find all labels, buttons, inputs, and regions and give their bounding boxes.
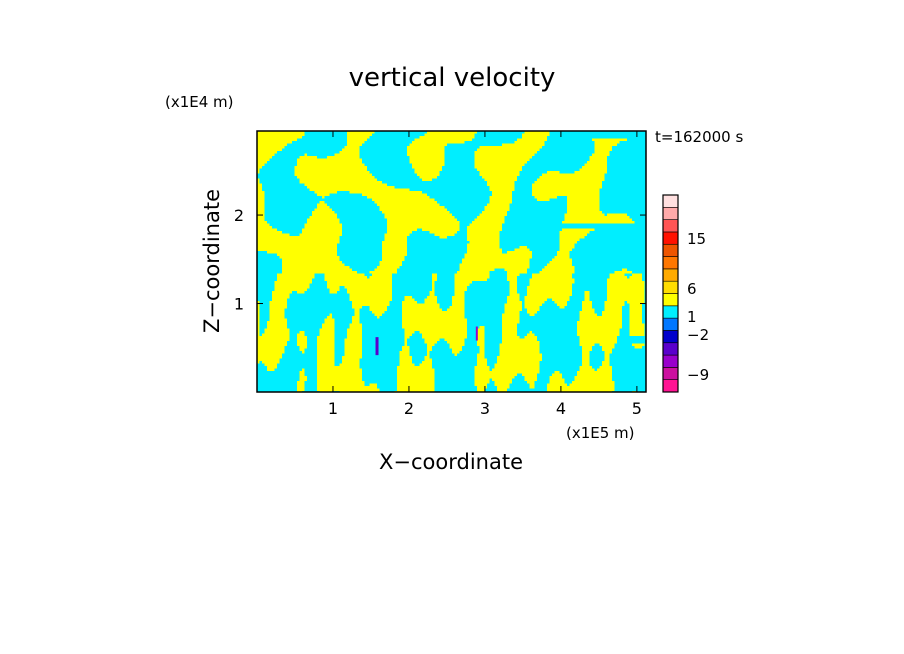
x-axis: 1 2 3 4 5 bbox=[328, 131, 642, 418]
colorbar-level bbox=[662, 354, 679, 368]
chart-title: vertical velocity bbox=[349, 63, 556, 93]
colorbar-level bbox=[662, 305, 679, 319]
y-unit-label: (x1E4 m) bbox=[165, 93, 234, 111]
velocity-field bbox=[257, 131, 645, 392]
downdraft-core bbox=[475, 326, 478, 341]
y-tick-label: 2 bbox=[234, 206, 244, 225]
x-tick-label: 4 bbox=[556, 399, 566, 418]
colorbar-label: −2 bbox=[687, 326, 709, 344]
colorbar-level bbox=[662, 317, 679, 331]
colorbar-level bbox=[662, 293, 679, 307]
x-tick-label: 2 bbox=[404, 399, 414, 418]
plot-frame bbox=[256, 130, 647, 393]
plot-area bbox=[256, 130, 647, 393]
downdraft-core bbox=[375, 337, 379, 356]
colorbar-label: 6 bbox=[687, 280, 697, 298]
colorbar-level bbox=[662, 256, 679, 270]
x-unit-label: (x1E5 m) bbox=[566, 424, 635, 442]
y-axis: 12 bbox=[234, 206, 646, 314]
colorbar-frame bbox=[662, 194, 679, 393]
colorbar-level bbox=[662, 268, 679, 282]
colorbar-level bbox=[662, 207, 679, 220]
colorbar-level bbox=[662, 243, 679, 257]
colorbar-label: 1 bbox=[687, 308, 697, 326]
time-label: t=162000 s bbox=[655, 128, 743, 146]
x-tick-label: 1 bbox=[328, 399, 338, 418]
updraft-regions bbox=[257, 131, 645, 392]
colorbar-level bbox=[662, 219, 679, 233]
x-tick-label: 3 bbox=[480, 399, 490, 418]
x-tick-label: 5 bbox=[632, 399, 642, 418]
colorbar-level bbox=[662, 330, 679, 344]
x-axis-title: X−coordinate bbox=[379, 450, 523, 474]
colorbar-level bbox=[662, 342, 679, 356]
y-axis-title: Z−coordinate bbox=[200, 189, 224, 333]
colorbar: 15 6 1−2 −9 bbox=[662, 194, 709, 393]
colorbar-level bbox=[662, 379, 679, 393]
colorbar-label: 15 bbox=[687, 230, 706, 248]
colorbar-level bbox=[662, 367, 679, 380]
colorbar-level bbox=[662, 280, 679, 294]
colorbar-level bbox=[662, 231, 679, 245]
colorbar-level bbox=[662, 194, 679, 208]
colorbar-label: −9 bbox=[687, 366, 709, 384]
y-tick-label: 1 bbox=[234, 295, 244, 314]
